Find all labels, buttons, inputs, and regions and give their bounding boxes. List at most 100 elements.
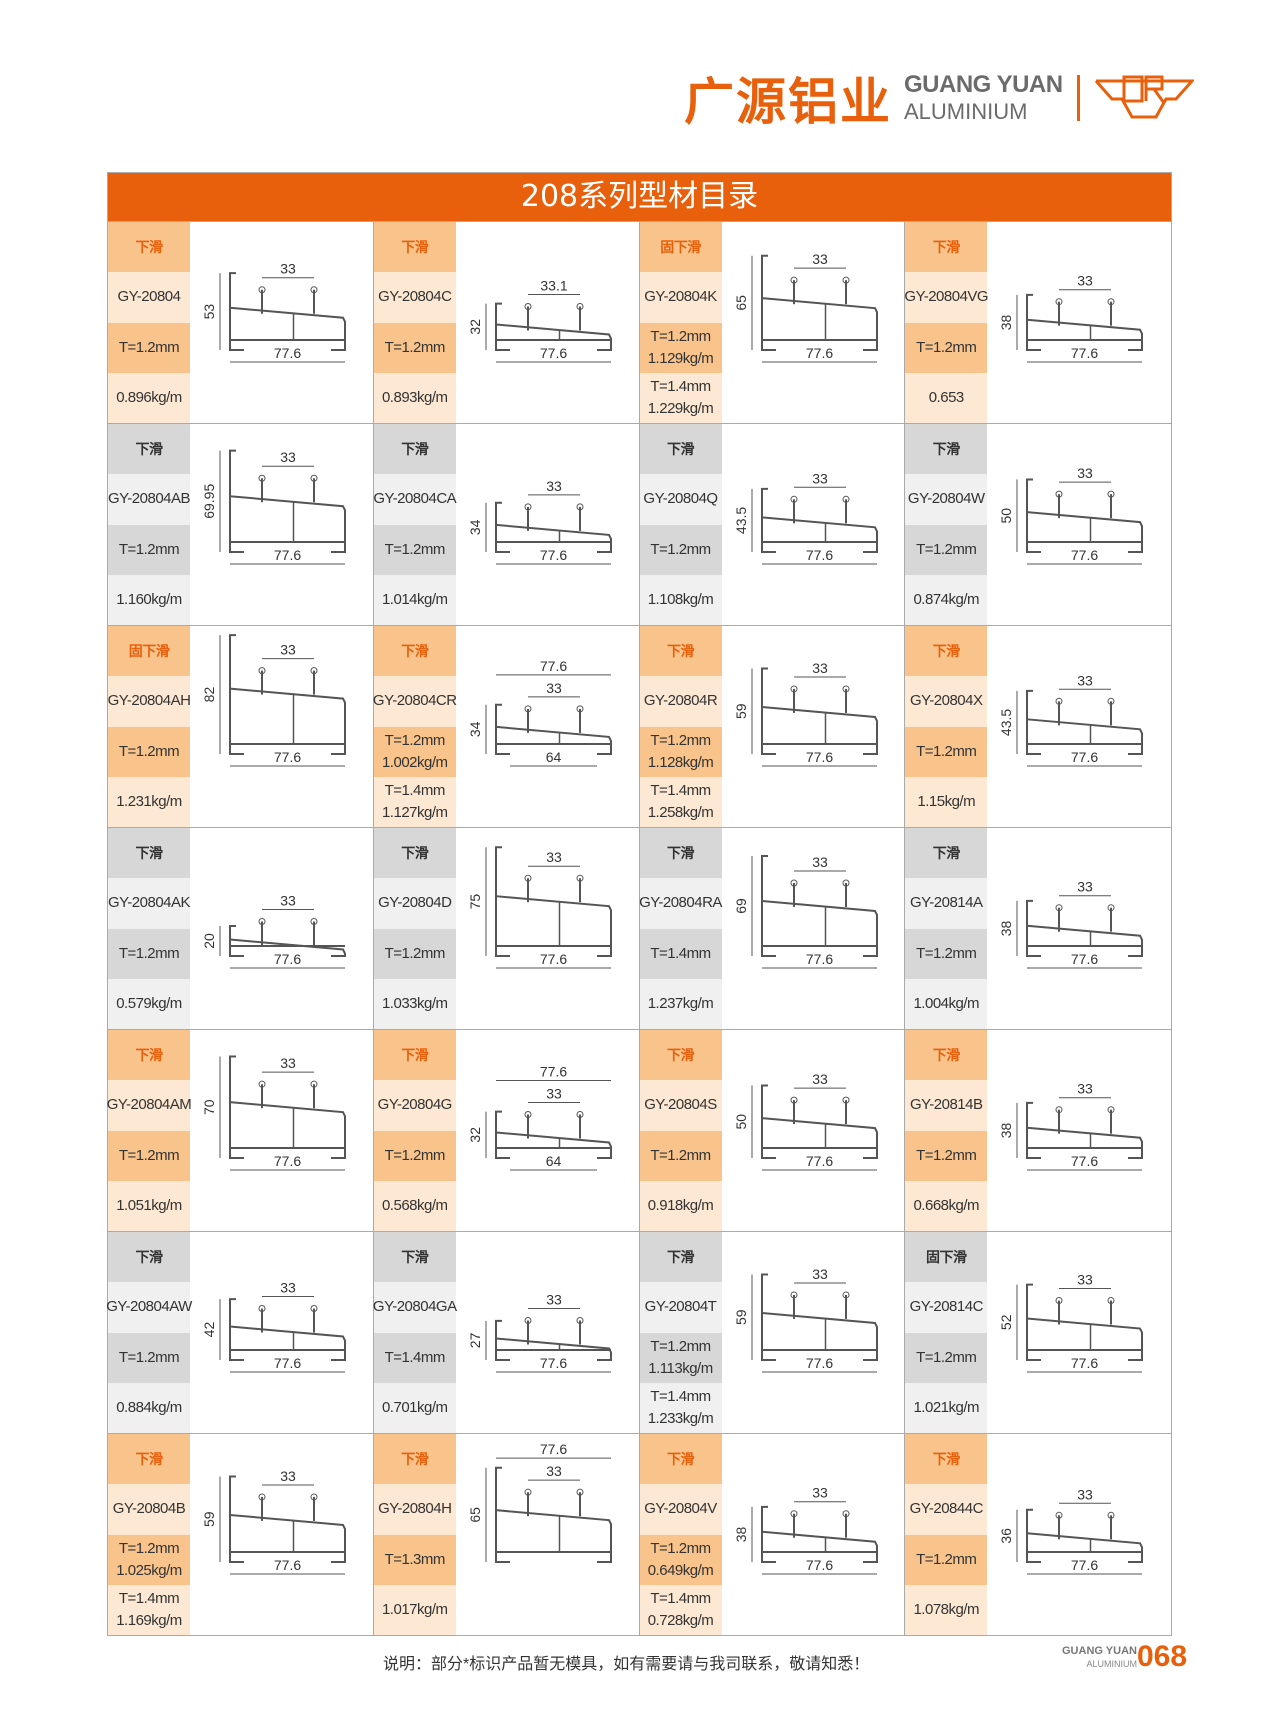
profile-section-svg: 82 33 77.6 — [201, 634, 346, 767]
profile-code-text: GY-20804 — [117, 288, 181, 306]
spec-line: 1.127kg/m — [381, 803, 448, 821]
profile-code: GY-20814C — [905, 1282, 988, 1333]
profile-outline — [494, 703, 510, 755]
bottom-dimension-label: 77.6 — [274, 1153, 301, 1169]
profile-cell: 下滑 GY-20804S T=1.2mm 0.918kg/m 50 33 77.6 — [639, 1030, 906, 1231]
brand-logo-icon — [1094, 75, 1194, 119]
profile-type-text: 下滑 — [932, 1451, 961, 1468]
profile-cell: 下滑 GY-20804X T=1.2mm 1.15kg/m 43.5 33 77.6 — [905, 626, 1171, 827]
profile-code: GY-20804S — [639, 1080, 722, 1131]
profile-code: GY-20804AK — [108, 878, 191, 929]
profile-outline — [229, 1325, 346, 1361]
profile-code: GY-20804CR — [373, 676, 457, 727]
profile-rail-tip — [1055, 697, 1063, 705]
profile-code: GY-20804V — [639, 1484, 722, 1535]
profile-rail-tip — [790, 1291, 797, 1299]
profile-code-text: GY-20804X — [909, 692, 983, 710]
profile-spec-1: T=1.2mm — [905, 928, 988, 979]
rail-spacing-label: 33 — [546, 680, 562, 696]
spec-line: T=1.2mm — [916, 540, 977, 558]
profile-code-text: GY-20804G — [377, 1096, 453, 1114]
page-number: 068 — [1137, 1640, 1188, 1673]
profile-labels: 下滑 GY-20804VG T=1.2mm 0.653 — [904, 222, 989, 423]
profile-rail-tip — [1107, 298, 1115, 306]
profile-labels: 固下滑 GY-20814C T=1.2mm 1.021kg/m — [905, 1232, 988, 1433]
bottom-dimension-label: 77.6 — [1071, 1557, 1098, 1573]
bottom-dimension-label: 77.6 — [805, 1557, 832, 1573]
profile-code-text: GY-20804W — [907, 490, 985, 508]
profile-code-text: GY-20804AK — [108, 894, 191, 912]
spec-line: 1.113kg/m — [648, 1359, 713, 1377]
profile-drawing: 38 33 77.6 — [987, 1030, 1171, 1231]
profile-type-text: 下滑 — [932, 239, 961, 256]
profile-outline — [494, 1110, 510, 1159]
rail-spacing-label: 33 — [280, 1055, 296, 1071]
profile-labels: 下滑 GY-20804 T=1.2mm 0.896kg/m — [108, 222, 190, 423]
bottom-dimension-label: 77.6 — [274, 749, 301, 765]
profile-code: GY-20804VG — [904, 272, 989, 323]
spec-line: 0.893kg/m — [381, 388, 448, 406]
profile-type-text: 下滑 — [135, 1047, 164, 1064]
profile-labels: 下滑 GY-20804AB T=1.2mm 1.160kg/m — [108, 424, 191, 625]
catalog-row: 下滑 GY-20804AK T=1.2mm 0.579kg/m 20 33 77.6 下滑 GY… — [108, 827, 1171, 1029]
spec-line: T=1.4mm — [650, 377, 711, 395]
profile-spec-1: T=1.2mm — [108, 322, 190, 373]
profile-outline — [760, 1084, 776, 1159]
profile-rail-tip — [576, 302, 584, 310]
profile-drawing: 34 33 77.6 — [456, 424, 639, 625]
profile-section-svg: 42 33 77.6 — [201, 1280, 346, 1373]
profile-drawing: 52 33 77.6 — [987, 1232, 1171, 1433]
height-dimension-label: 42 — [201, 1322, 217, 1338]
spec-line: T=1.2mm — [916, 742, 977, 760]
rail-spacing-label: 33 — [812, 660, 828, 676]
profile-labels: 下滑 GY-20814A T=1.2mm 1.004kg/m — [905, 828, 988, 1029]
height-dimension-label: 27 — [467, 1332, 483, 1348]
profile-type: 下滑 — [108, 1030, 190, 1081]
profile-spec-1: T=1.2mm — [905, 322, 988, 373]
profile-outline — [229, 925, 244, 957]
profile-cell: 下滑 GY-20804T T=1.2mm 1.113kg/m T=1.4mm 1.233k… — [639, 1232, 906, 1433]
spec-line: 1.025kg/m — [116, 1561, 182, 1579]
profile-section-svg: 65 77.6 33 — [467, 1441, 612, 1563]
spec-line: 1.051kg/m — [116, 1196, 182, 1214]
profile-outline — [1026, 478, 1042, 553]
profile-cell: 下滑 GY-20804W T=1.2mm 0.874kg/m 50 33 77.6 — [905, 424, 1171, 625]
profile-rail-tip — [842, 276, 849, 284]
profile-type-text: 下滑 — [932, 643, 961, 660]
height-dimension-label: 53 — [201, 304, 217, 320]
profile-cell: 下滑 GY-20804AM T=1.2mm 1.051kg/m 70 33 77.6 — [107, 1030, 374, 1231]
spec-line: T=1.2mm — [118, 1146, 180, 1164]
rail-spacing-label: 33 — [812, 1485, 828, 1501]
profile-spec-2: 1.017kg/m — [373, 1584, 456, 1635]
profile-drawing: 50 33 77.6 — [722, 1030, 905, 1231]
spec-line: T=1.2mm — [916, 1146, 977, 1164]
profile-outline — [1026, 293, 1042, 351]
profile-spec-1: T=1.2mm — [905, 524, 988, 575]
profile-rail-tip — [790, 1510, 797, 1518]
profile-spec-1: T=1.2mm — [905, 726, 988, 777]
bottom-dimension-label: 77.6 — [274, 1557, 301, 1573]
profile-code: GY-20814B — [905, 1080, 988, 1131]
bottom-dimension-label: 77.6 — [1071, 1153, 1098, 1169]
spec-line: 0.568kg/m — [381, 1196, 448, 1214]
profile-cell: 下滑 GY-20814B T=1.2mm 0.668kg/m 38 33 77.6 — [905, 1030, 1171, 1231]
profile-type: 下滑 — [373, 222, 456, 273]
height-dimension-label: 65 — [467, 1507, 483, 1523]
bottom-dimension-label: 77.6 — [805, 1153, 832, 1169]
spec-line: 1.033kg/m — [381, 994, 448, 1012]
profile-spec-2: 0.568kg/m — [373, 1180, 456, 1231]
bottom-dimension-label: 77.6 — [805, 749, 832, 765]
profile-rail-tip — [790, 879, 797, 887]
profile-cell: 下滑 GY-20844C T=1.2mm 1.078kg/m 36 33 77.6 — [905, 1434, 1171, 1635]
profile-rail-tip — [576, 1488, 584, 1496]
profile-code-text: GY-20814A — [909, 894, 983, 912]
spec-line: T=1.2mm — [916, 338, 977, 356]
profile-labels: 固下滑 GY-20804K T=1.2mm 1.129kg/m T=1.4mm 1.229… — [639, 222, 722, 423]
profile-type: 固下滑 — [108, 626, 190, 677]
profile-cell: 下滑 GY-20804H T=1.3mm 1.017kg/m 65 77.6 33 — [373, 1434, 640, 1635]
profile-drawing: 34 77.6 33 64 — [456, 626, 639, 827]
profile-cell: 下滑 GY-20804AW T=1.2mm 0.884kg/m 42 33 77.6 — [106, 1232, 374, 1433]
profile-section-svg: 36 33 77.6 — [998, 1486, 1144, 1575]
spec-line: 0.874kg/m — [913, 590, 980, 608]
profile-outline — [761, 705, 878, 755]
